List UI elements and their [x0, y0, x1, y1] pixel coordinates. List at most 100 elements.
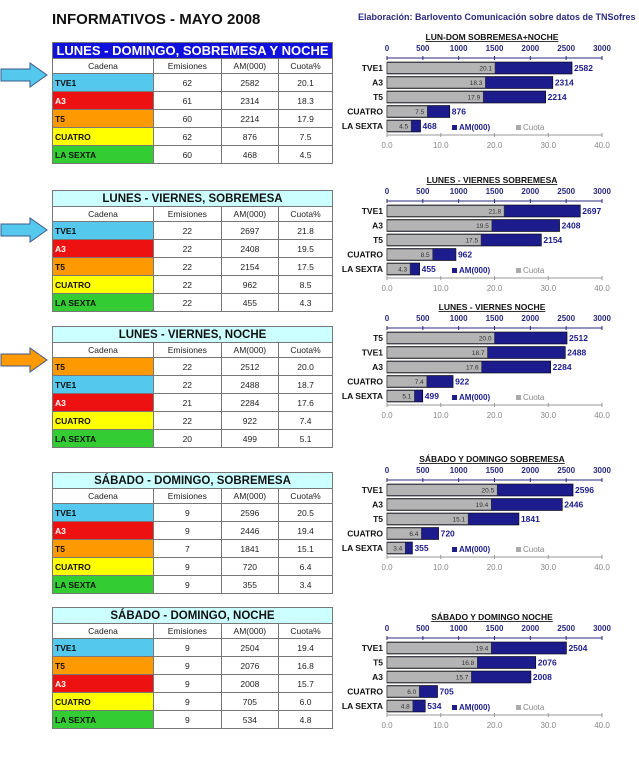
value-cell: 6.4	[278, 557, 333, 576]
value-cell: 9	[153, 638, 222, 657]
value-cell: 17.9	[278, 109, 333, 128]
am-value-label: 2512	[569, 333, 588, 343]
channel-cell: LA SEXTA	[52, 710, 154, 729]
am-value-label: 720	[441, 529, 455, 539]
category-label: T5	[373, 658, 383, 668]
bottom-tick-label: 30.0	[540, 284, 556, 293]
top-tick-label: 1500	[486, 314, 504, 323]
value-cell: 2008	[220, 674, 280, 693]
table-row: CUATRO 9 720 6.4	[52, 557, 333, 576]
chart-title: LUNES - VIERNES SOBREMESA	[427, 175, 558, 185]
legend-am-label: AM(000)	[459, 545, 490, 554]
cuota-value-label: 7.5	[415, 109, 424, 116]
bottom-tick-label: 10.0	[433, 141, 449, 150]
table-row: CUATRO 22 962 8.5	[52, 275, 333, 294]
value-cell: 17.6	[278, 393, 333, 412]
value-cell: 534	[220, 710, 280, 729]
cuota-bar	[386, 642, 492, 654]
bar-chart: LUNES - VIERNES NOCHE 0 500 1000 1500 2000 250…	[330, 301, 639, 431]
value-cell: 61	[153, 91, 222, 110]
bottom-tick-label: 30.0	[540, 721, 556, 730]
column-header: Cuota%	[278, 342, 333, 358]
value-cell: 62	[153, 73, 222, 92]
channel-cell: T5	[52, 357, 154, 376]
table-row: TVE1 22 2697 21.8	[52, 221, 333, 240]
cuota-value-label: 16.8	[462, 660, 475, 667]
am-value-label: 2488	[567, 348, 586, 358]
top-tick-label: 3000	[593, 466, 611, 475]
table-row: A3 9 2008 15.7	[52, 674, 333, 693]
column-header: Cadena	[52, 623, 154, 639]
table-row: T5 9 2076 16.8	[52, 656, 333, 675]
cuota-bar	[386, 263, 411, 275]
top-tick-label: 2500	[557, 187, 575, 196]
value-cell: 22	[153, 257, 222, 276]
top-tick-label: 500	[416, 314, 430, 323]
legend-cuota-swatch	[516, 268, 521, 273]
arrow-right-icon	[0, 347, 48, 373]
cuota-bar	[386, 656, 478, 669]
top-tick-label: 3000	[593, 624, 611, 633]
top-tick-label: 0	[385, 314, 390, 323]
bottom-tick-label: 20.0	[487, 141, 503, 150]
table-row: A3 22 2408 19.5	[52, 239, 333, 258]
channel-cell: A3	[52, 91, 154, 110]
channel-cell: T5	[52, 539, 154, 558]
top-tick-label: 2500	[557, 314, 575, 323]
table-title: LUNES - DOMINGO, SOBREMESA Y NOCHE	[52, 42, 333, 59]
table-row: CUATRO 9 705 6.0	[52, 692, 333, 711]
ratings-table: SÁBADO - DOMINGO, NOCHE Cadena Emisiones AM…	[52, 607, 333, 729]
cuota-value-label: 4.8	[401, 704, 410, 711]
channel-cell: T5	[52, 109, 154, 128]
am-value-label: 499	[425, 391, 439, 401]
top-tick-label: 1000	[450, 624, 468, 633]
cuota-value-label: 19.4	[476, 502, 489, 509]
category-label: TVE1	[362, 63, 384, 73]
channel-cell: CUATRO	[52, 127, 154, 146]
value-cell: 2512	[220, 357, 280, 376]
cuota-value-label: 6.4	[409, 531, 418, 538]
cuota-bar	[386, 375, 428, 388]
value-cell: 19.4	[278, 521, 333, 540]
legend-am-swatch	[452, 705, 457, 710]
am-value-label: 962	[458, 250, 472, 260]
bottom-tick-label: 30.0	[540, 563, 556, 572]
value-cell: 19.5	[278, 239, 333, 258]
column-header: Cadena	[52, 342, 154, 358]
cuota-value-label: 6.0	[407, 689, 416, 696]
cuota-value-label: 19.4	[476, 646, 489, 653]
bottom-tick-label: 20.0	[487, 411, 503, 420]
table-title: SÁBADO - DOMINGO, SOBREMESA	[52, 472, 333, 489]
value-cell: 922	[220, 411, 280, 430]
column-header: Emisiones	[153, 342, 222, 358]
value-cell: 6.0	[278, 692, 333, 711]
channel-cell: TVE1	[52, 503, 154, 522]
legend-am-swatch	[452, 268, 457, 273]
bottom-tick-label: 40.0	[594, 721, 610, 730]
table-row: LA SEXTA 20 499 5.1	[52, 429, 333, 448]
value-cell: 9	[153, 575, 222, 594]
cuota-value-label: 18.3	[470, 80, 483, 87]
value-cell: 2154	[220, 257, 280, 276]
table-row: T5 22 2512 20.0	[52, 357, 333, 376]
value-cell: 9	[153, 674, 222, 693]
value-cell: 355	[220, 575, 280, 594]
arrow-right-icon	[0, 62, 48, 88]
value-cell: 22	[153, 239, 222, 258]
category-label: A3	[372, 500, 383, 510]
category-label: T5	[373, 92, 383, 102]
top-tick-label: 1000	[450, 466, 468, 475]
value-cell: 22	[153, 357, 222, 376]
legend-cuota-label: Cuota	[523, 393, 545, 402]
value-cell: 1841	[220, 539, 280, 558]
ratings-table: LUNES - DOMINGO, SOBREMESA Y NOCHE Cadena…	[52, 42, 333, 164]
column-header: Cadena	[52, 206, 154, 222]
category-label: A3	[372, 221, 383, 231]
cuota-bar	[386, 76, 486, 89]
value-cell: 9	[153, 521, 222, 540]
cuota-bar	[386, 91, 484, 103]
legend-cuota-swatch	[516, 125, 521, 130]
top-tick-label: 2500	[557, 624, 575, 633]
column-header: Cuota%	[278, 623, 333, 639]
cuota-bar	[386, 205, 505, 217]
